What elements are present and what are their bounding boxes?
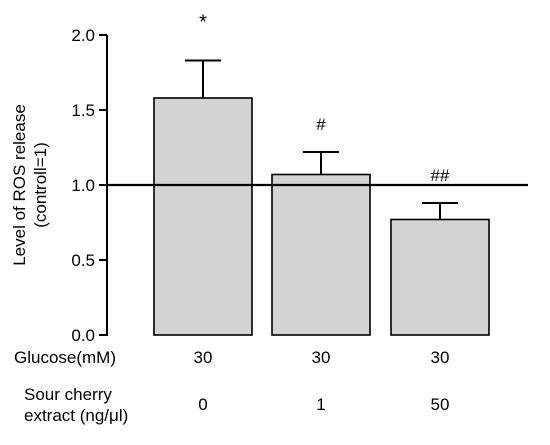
row-label-2-line-1: Sour cherry <box>24 385 112 404</box>
row-2-value-1: 0 <box>198 395 207 414</box>
y-tick-label-1: 0.5 <box>71 251 95 270</box>
significance-marker-1: * <box>199 12 207 34</box>
bar-2 <box>271 173 371 336</box>
y-tick-label-3: 1.5 <box>71 101 95 120</box>
error-bars-layer <box>185 59 458 220</box>
row-2-value-2: 1 <box>316 395 325 414</box>
significance-layer: *### <box>199 12 450 186</box>
row-1-value-2: 30 <box>312 348 331 367</box>
y-axis-label-line-1: Level of ROS release <box>10 104 29 266</box>
significance-marker-3: ## <box>431 166 450 185</box>
row-label-2-line-2: extract (ng/μl) <box>24 406 128 425</box>
y-axis: 0.0 0.5 1.0 1.5 2.0 <box>71 26 108 345</box>
y-axis-label-line-2: (controll=1) <box>31 142 50 228</box>
row-label-1: Glucose(mM) <box>14 348 116 367</box>
row-1-value-3: 30 <box>431 348 450 367</box>
significance-marker-2: # <box>316 115 326 134</box>
bar-1 <box>153 97 253 336</box>
y-tick-label-0: 0.0 <box>71 326 95 345</box>
condition-table: Glucose(mM) 30 30 30 Sour cherry extract (ng/… <box>14 348 449 425</box>
row-1-value-1: 30 <box>194 348 213 367</box>
row-2-value-3: 50 <box>431 395 450 414</box>
y-tick-label-2: 1.0 <box>71 176 95 195</box>
y-tick-label-4: 2.0 <box>71 26 95 45</box>
bar-3 <box>390 218 490 336</box>
